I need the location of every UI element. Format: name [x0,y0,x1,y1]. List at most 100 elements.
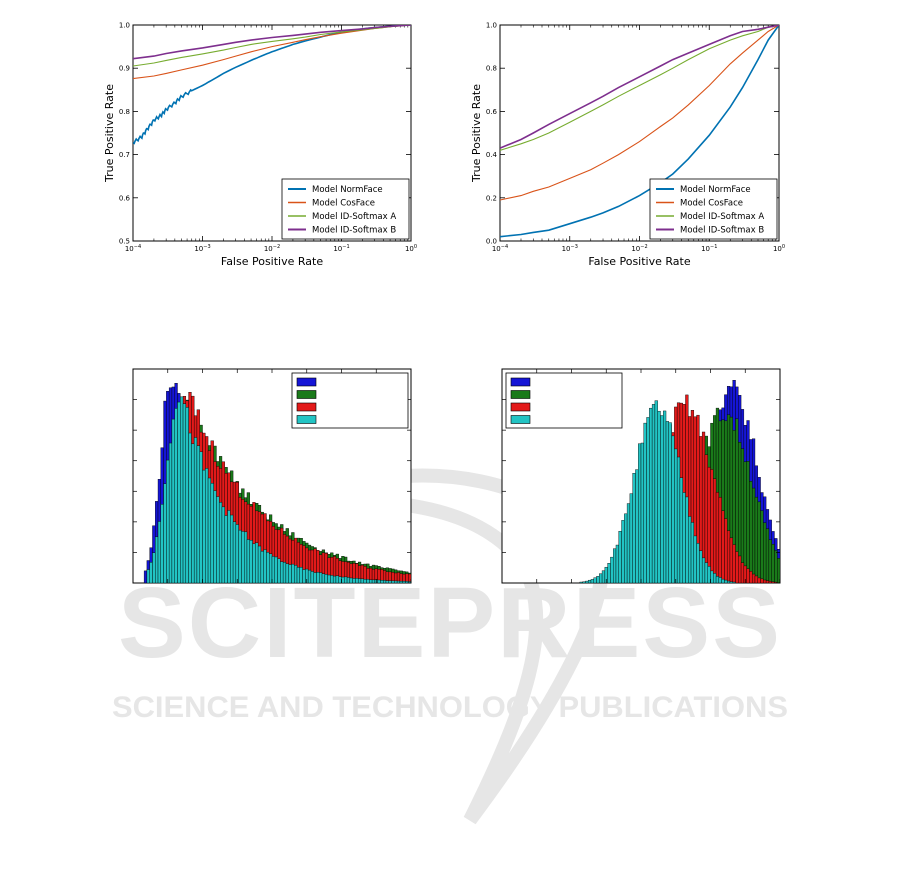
histogram-bar [682,492,686,584]
histogram-bar [352,578,356,584]
histogram-bar [629,493,633,584]
histogram-bar [638,443,642,584]
histogram-bar [380,580,384,584]
histogram-bar [260,550,264,584]
series-line-model-id-softmax-a [133,25,411,67]
histogram-bar [252,543,256,584]
histogram-bar [618,530,622,584]
histogram-bar [396,580,401,584]
histogram-bar [282,562,287,584]
histogram-bar [738,555,742,584]
histogram-bar [626,503,631,584]
histogram-bar [180,396,184,584]
tick-label: 100 [773,244,785,253]
histogram-bar [316,572,320,584]
histogram-bar [671,435,675,584]
histogram-bar [299,567,303,584]
histogram-bar [168,442,173,584]
histogram-bar [752,573,756,584]
histogram-bar [185,407,189,584]
histogram-bar [768,539,772,584]
histogram-bar [665,421,670,584]
histogram-bar [754,496,758,584]
watermark-title: SCITEPRESS [118,567,782,679]
histogram-bar [191,443,195,584]
tick-label: 10−1 [701,244,717,253]
legend-label: Model ID-Softmax B [312,226,396,236]
histogram-bar [579,581,583,584]
histogram-chart-1 [132,368,412,584]
histogram-bar [157,521,162,584]
histogram-bar [302,569,306,584]
histogram-bar [324,574,328,584]
histogram-bar [693,535,697,584]
histogram-bar [402,581,406,584]
legend-label: Model CosFace [312,199,375,209]
histogram-bar [726,580,731,584]
x-axis-label: False Positive Rate [221,255,323,268]
y-tick-label: 0.2 [486,194,497,202]
y-tick-label: 0.8 [119,108,130,116]
histogram-bar [199,451,203,584]
histogram-bar [327,574,331,584]
legend-label: Model ID-Softmax A [680,212,764,222]
histogram-bar [269,553,273,584]
histogram-bar [704,562,708,584]
histogram-bar [388,580,392,584]
histogram-bar [369,579,373,584]
histogram-bar [227,510,231,584]
histogram-bar [726,530,731,584]
histogram-bar [707,566,711,584]
histogram-bar [699,550,703,584]
histogram-bar [774,581,778,584]
histogram-bar [640,442,644,584]
histogram-bar [221,506,225,584]
legend-label: Model CosFace [680,199,743,209]
histogram-bar [729,581,733,584]
histogram-bar [599,573,603,584]
histogram-bar [338,576,342,584]
histogram-bar [757,501,761,584]
histogram-bar [232,521,237,584]
y-axis-label: True Positive Rate [470,84,483,183]
histogram-bar [296,567,300,584]
histogram-bar [166,459,170,584]
tick-label: 10−1 [333,244,349,253]
histogram-bar [610,556,614,584]
histogram-bar [674,448,678,584]
histogram-bar [196,445,200,584]
histogram-bar [587,579,592,584]
y-tick-label: 1.0 [119,22,130,30]
legend-swatch [296,402,317,412]
histogram-bar [613,548,617,584]
histogram-bar [696,543,700,584]
histogram-chart-2 [501,368,781,584]
histogram-bar [713,478,717,584]
series-line-model-id-softmax-b [500,25,779,149]
histogram-bar [710,469,714,584]
histogram-bar [335,575,339,584]
histogram-bar [274,556,278,584]
histogram-bar [399,580,403,584]
tick-label: 10−3 [194,244,210,253]
histogram-bar [771,543,775,584]
legend-swatch [296,377,317,387]
histogram-bar [263,549,267,584]
histogram-bar [713,573,717,584]
y-tick-label: 0.0 [486,238,497,246]
histogram-bar [371,579,376,584]
histogram-bar [724,579,728,584]
series-line-model-cosface [500,25,779,201]
histogram-bar [763,579,767,584]
legend-swatch [510,402,531,412]
histogram-bar [735,551,739,584]
x-axis-label: False Positive Rate [588,255,690,268]
histogram-bar [174,408,178,584]
histogram-bar [385,580,389,584]
histogram-bar [740,562,745,584]
legend [291,372,409,429]
legend-swatch [296,415,317,424]
histogram-bar [676,456,681,584]
legend-label: Model ID-Softmax A [312,212,396,222]
histogram-bar [313,572,317,584]
